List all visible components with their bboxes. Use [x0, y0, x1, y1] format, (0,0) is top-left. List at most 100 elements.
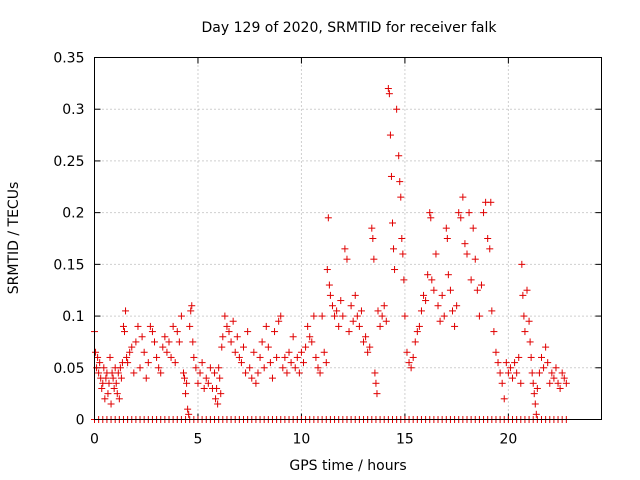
data-point: [449, 307, 457, 315]
data-point: [542, 343, 550, 351]
data-point: [144, 359, 152, 367]
data-point: [529, 379, 537, 387]
data-point: [546, 379, 554, 387]
data-point: [306, 333, 314, 341]
data-point: [246, 364, 254, 372]
data-point: [400, 276, 408, 284]
y-tick-label: 0: [76, 413, 85, 429]
data-point: [370, 255, 378, 263]
data-point: [155, 364, 163, 372]
data-point: [469, 224, 477, 232]
data-point: [368, 224, 376, 232]
data-point: [457, 214, 465, 222]
data-point: [422, 297, 430, 305]
data-point: [96, 359, 104, 367]
data-points: [91, 85, 570, 423]
data-point: [535, 369, 543, 377]
data-point: [362, 333, 370, 341]
data-point: [153, 353, 161, 361]
data-point: [225, 328, 233, 336]
data-point: [480, 209, 488, 217]
data-point: [163, 348, 171, 356]
data-point: [161, 333, 169, 341]
data-point: [325, 281, 333, 289]
data-point: [190, 353, 198, 361]
data-point: [279, 364, 287, 372]
data-point: [104, 390, 112, 398]
data-point: [443, 235, 451, 242]
data-point: [314, 364, 322, 372]
data-point: [196, 369, 204, 377]
data-point: [248, 374, 256, 382]
data-point: [151, 338, 159, 346]
data-point: [339, 312, 347, 320]
data-point: [391, 266, 399, 274]
data-point: [427, 214, 435, 222]
data-point: [101, 395, 109, 403]
data-point: [215, 364, 223, 372]
data-point: [281, 353, 289, 361]
data-point: [519, 291, 527, 299]
data-point: [318, 312, 326, 320]
data-point: [187, 307, 195, 315]
data-point: [229, 317, 237, 325]
data-point: [430, 286, 438, 294]
data-point: [413, 328, 421, 336]
data-point: [219, 333, 227, 341]
data-point: [235, 353, 243, 361]
data-point: [526, 338, 534, 346]
data-point: [293, 353, 301, 361]
data-point: [405, 359, 413, 367]
data-point: [262, 322, 270, 330]
data-point: [148, 328, 156, 336]
data-point: [409, 353, 417, 361]
data-point: [289, 333, 297, 341]
data-point: [451, 322, 459, 330]
data-point: [407, 364, 415, 372]
data-point: [500, 395, 508, 403]
data-point: [380, 302, 388, 310]
data-point: [114, 369, 122, 377]
data-point: [378, 312, 386, 320]
y-tick-label: 0.15: [53, 257, 84, 273]
data-point: [98, 384, 106, 392]
y-tick-label: 0.3: [62, 102, 84, 118]
data-point: [237, 359, 245, 367]
data-point: [121, 328, 129, 336]
plot-frame: [94, 57, 602, 420]
data-point: [271, 328, 279, 336]
data-point: [477, 281, 485, 289]
data-point: [312, 353, 320, 361]
x-tick-label: 0: [90, 432, 99, 448]
data-point: [333, 307, 341, 315]
data-point: [167, 353, 175, 361]
data-point: [353, 312, 361, 320]
data-point: [254, 369, 262, 377]
data-point: [556, 384, 564, 392]
data-point: [188, 302, 196, 310]
data-point: [189, 338, 197, 346]
data-point: [258, 338, 266, 346]
data-point: [424, 271, 432, 279]
y-tick-label: 0.05: [53, 361, 84, 377]
data-point: [540, 364, 548, 372]
data-point: [376, 322, 384, 330]
data-point: [324, 214, 332, 222]
data-point: [206, 364, 214, 372]
data-point: [213, 384, 221, 392]
data-point: [388, 219, 396, 227]
data-point: [528, 369, 536, 377]
data-point: [455, 209, 463, 217]
data-point: [179, 369, 187, 377]
data-point: [385, 90, 393, 98]
data-point: [463, 250, 471, 258]
data-point: [138, 333, 146, 341]
data-point: [132, 338, 140, 346]
data-point: [94, 353, 102, 361]
data-point: [140, 348, 148, 356]
data-point: [105, 379, 113, 387]
data-point: [390, 245, 398, 253]
data-point: [328, 302, 336, 310]
data-point: [277, 312, 285, 320]
